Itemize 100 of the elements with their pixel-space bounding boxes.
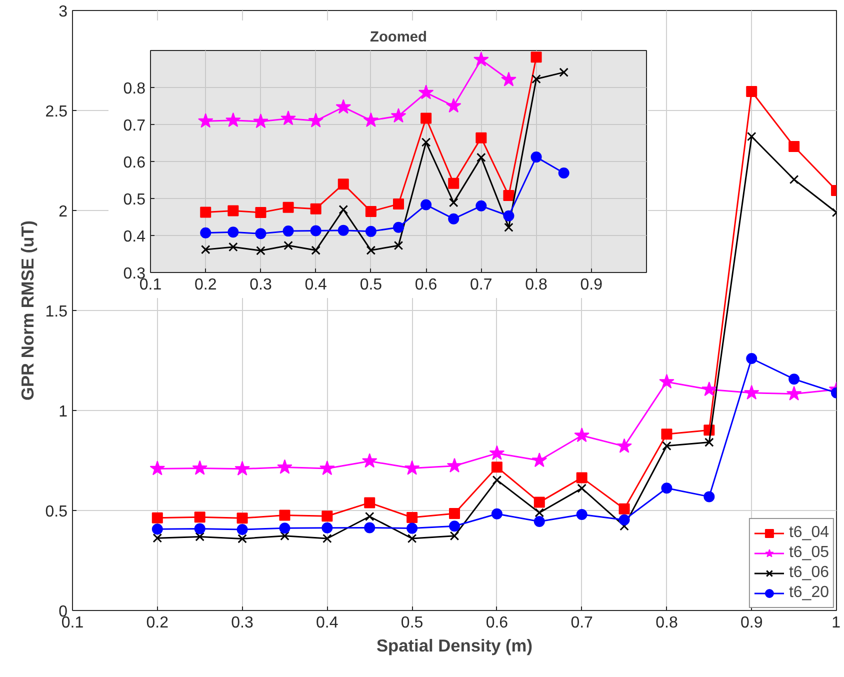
- point: [284, 240, 293, 250]
- y-tick-label: 2.5: [45, 104, 68, 120]
- point: [746, 86, 758, 97]
- point: [338, 224, 349, 236]
- point: [530, 152, 542, 163]
- point: [420, 112, 432, 124]
- point: [234, 460, 250, 476]
- y-tick-label: 0.5: [123, 192, 146, 208]
- y-tick-label: 2: [58, 204, 68, 220]
- point: [786, 386, 802, 400]
- point: [558, 167, 570, 178]
- point: [282, 226, 294, 237]
- point: [577, 484, 586, 493]
- x-tick-label: 0.5: [360, 276, 382, 294]
- point: [407, 534, 417, 544]
- x-tick-label: 1: [832, 614, 841, 632]
- point: [390, 108, 406, 123]
- point: [704, 491, 715, 502]
- point: [449, 508, 460, 519]
- point: [277, 459, 292, 474]
- point: [532, 74, 541, 84]
- point: [279, 510, 290, 521]
- chart-title: Zoomed: [370, 30, 428, 46]
- point: [238, 534, 247, 544]
- point: [503, 190, 514, 202]
- point: [406, 512, 418, 523]
- point: [363, 112, 379, 127]
- point: [365, 206, 376, 217]
- legend-label: t6_06: [788, 564, 829, 582]
- point: [421, 138, 431, 147]
- point: [198, 113, 214, 128]
- point: [501, 72, 516, 86]
- point: [789, 174, 799, 184]
- x-tick-label: 0.2: [194, 276, 217, 294]
- point: [702, 382, 717, 396]
- point: [226, 112, 241, 127]
- point: [491, 508, 502, 520]
- point: [746, 353, 758, 364]
- point: [152, 512, 163, 524]
- y-tick-label: 1.5: [45, 304, 68, 320]
- point: [256, 246, 266, 256]
- x-axis-title: Spatial Density (m): [376, 636, 533, 656]
- point: [446, 458, 462, 472]
- y-tick-label: 1: [58, 404, 68, 420]
- point: [530, 52, 542, 63]
- point: [532, 452, 548, 468]
- x-tick-label: 0.8: [525, 276, 548, 294]
- point: [788, 374, 800, 385]
- point: [320, 460, 335, 476]
- point: [152, 524, 163, 535]
- point: [618, 503, 630, 514]
- x-tick-label: 0.6: [486, 614, 508, 632]
- legend-label: t6_04: [788, 524, 829, 542]
- point: [491, 462, 502, 473]
- y-axis-title: GPR Norm RMSE (uT): [17, 220, 38, 401]
- point: [448, 178, 460, 189]
- point: [195, 532, 204, 542]
- point: [559, 68, 568, 77]
- point: [308, 112, 324, 128]
- point: [364, 497, 376, 508]
- x-tick-label: 0.5: [400, 614, 424, 632]
- point: [279, 522, 290, 534]
- point: [420, 199, 432, 210]
- x-tick-label: 0.2: [146, 614, 169, 632]
- legend-label: t6_05: [788, 544, 829, 562]
- x-tick-label: 0.7: [570, 614, 594, 632]
- point: [255, 207, 266, 218]
- point: [338, 204, 348, 214]
- legend-label: t6_20: [788, 584, 829, 602]
- x-tick-label: 0.4: [316, 614, 338, 632]
- point: [364, 512, 374, 522]
- point: [504, 222, 514, 232]
- point: [661, 482, 672, 494]
- y-tick-label: 3: [58, 4, 68, 20]
- point: [659, 374, 674, 388]
- point: [788, 141, 800, 152]
- point: [322, 510, 333, 522]
- point: [310, 225, 322, 236]
- point: [492, 475, 502, 485]
- point: [310, 203, 322, 214]
- y-tick-label: 0.5: [45, 504, 68, 520]
- point: [200, 206, 212, 218]
- point: [662, 441, 672, 451]
- point: [194, 523, 206, 534]
- point: [228, 242, 238, 252]
- point: [489, 445, 505, 460]
- x-tick-label: 0.6: [414, 276, 438, 294]
- y-tick-label: 0.7: [123, 118, 146, 134]
- x-tick-label: 0.3: [231, 614, 254, 632]
- point: [200, 244, 210, 254]
- point: [228, 205, 239, 216]
- point: [450, 531, 460, 541]
- y-tick-label: 0.6: [123, 154, 146, 172]
- point: [192, 460, 208, 475]
- point: [336, 99, 352, 114]
- x-tick-label: 0.8: [656, 614, 678, 632]
- point: [255, 228, 266, 240]
- point: [448, 198, 458, 208]
- point: [362, 453, 378, 468]
- y-tick-label: 0.8: [123, 80, 146, 98]
